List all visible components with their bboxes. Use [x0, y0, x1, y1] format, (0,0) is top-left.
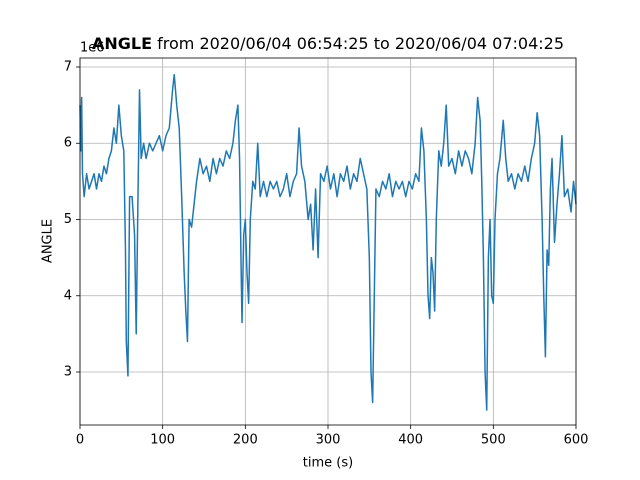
x-tick-label: 300 — [316, 433, 341, 448]
y-tick-label: 6 — [64, 136, 72, 151]
ticks: 0 100 200 300 400 500 600 3 4 5 6 7 — [64, 59, 589, 447]
y-tick-label: 4 — [64, 288, 72, 303]
title-rest: from 2020/06/04 06:54:25 to 2020/06/04 0… — [152, 34, 564, 53]
title-bold: ANGLE — [92, 34, 152, 53]
y-tick-label: 5 — [64, 212, 72, 227]
chart-title: ANGLE from 2020/06/04 06:54:25 to 2020/0… — [92, 34, 564, 53]
offset-label: 1e6 — [80, 41, 105, 56]
x-tick-label: 600 — [564, 433, 589, 448]
x-tick-label: 0 — [76, 433, 84, 448]
x-tick-label: 100 — [150, 433, 175, 448]
x-tick-label: 400 — [398, 433, 423, 448]
x-tick-label: 200 — [233, 433, 258, 448]
x-tick-label: 500 — [481, 433, 506, 448]
grid — [79, 58, 577, 425]
x-axis-label: time (s) — [303, 456, 353, 471]
y-tick-label: 3 — [64, 365, 72, 380]
y-axis-label: ANGLE — [41, 219, 56, 263]
plot-area — [79, 73, 577, 411]
y-tick-label: 7 — [64, 59, 72, 74]
data-line — [79, 73, 577, 411]
